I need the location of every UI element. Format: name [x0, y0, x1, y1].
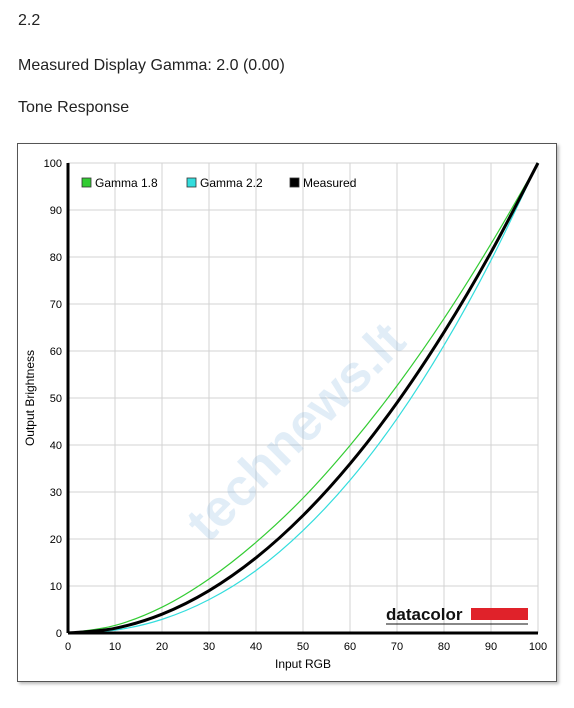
y-tick-label: 20	[50, 534, 62, 546]
y-tick-label: 0	[56, 628, 62, 640]
x-tick-label: 30	[203, 641, 215, 653]
legend-swatch-measured	[289, 177, 300, 188]
x-tick-label: 20	[156, 641, 168, 653]
x-tick-label: 90	[485, 641, 497, 653]
legend-label-gamma-2-2: Gamma 2.2	[200, 176, 263, 190]
legend-label-measured: Measured	[303, 176, 356, 190]
measured-gamma-text: Measured Display Gamma: 2.0 (0.00)	[18, 57, 285, 74]
legend-label-gamma-1-8: Gamma 1.8	[95, 176, 158, 190]
watermark: technews.lt	[175, 311, 416, 552]
watermark-text: technews.lt	[175, 311, 416, 552]
x-tick-label: 10	[109, 641, 121, 653]
legend: Gamma 1.8 Gamma 2.2 Measured	[81, 176, 356, 190]
x-tick-label: 0	[65, 641, 71, 653]
legend-swatch-gamma-2-2	[186, 177, 197, 188]
y-tick-label: 40	[50, 440, 62, 452]
y-tick-label: 90	[50, 205, 62, 217]
series-line-gamma-1-8	[67, 162, 539, 634]
y-tick-label: 10	[50, 581, 62, 593]
y-tick-label: 80	[50, 252, 62, 264]
y-tick-label: 50	[50, 393, 62, 405]
datacolor-logo-bar	[471, 608, 528, 620]
y-tick-label: 30	[50, 487, 62, 499]
axes	[66, 163, 538, 635]
tone-response-chart-panel: technews.lt 0 10 20 30 40 50 60 70 80 90 100 0 10 20 3…	[17, 143, 557, 682]
x-tick-label: 50	[297, 641, 309, 653]
y-tick-label: 100	[44, 158, 62, 170]
x-axis-label: Input RGB	[275, 657, 331, 671]
tone-response-chart: technews.lt 0 10 20 30 40 50 60 70 80 90 100 0 10 20 3…	[23, 158, 548, 671]
legend-swatch-gamma-1-8	[81, 177, 92, 188]
y-tick-label: 60	[50, 346, 62, 358]
x-tick-label: 40	[250, 641, 262, 653]
version-label: 2.2	[18, 12, 41, 29]
y-axis-label: Output Brightness	[23, 350, 37, 446]
x-tick-label: 70	[391, 641, 403, 653]
x-tick-label: 60	[344, 641, 356, 653]
datacolor-logo: datacolor	[386, 605, 528, 625]
tick-labels: 0 10 20 30 40 50 60 70 80 90 100 0 10 20 30 40 50 60 70 80 9…	[44, 158, 548, 653]
x-tick-label: 80	[438, 641, 450, 653]
grid	[68, 162, 539, 633]
series-lines	[67, 162, 540, 635]
datacolor-logo-text: datacolor	[386, 605, 463, 624]
series-line-measured	[67, 162, 540, 635]
y-tick-label: 70	[50, 299, 62, 311]
section-title: Tone Response	[18, 99, 130, 116]
series-line-gamma-2-2	[67, 162, 539, 634]
x-tick-label: 100	[529, 641, 547, 653]
